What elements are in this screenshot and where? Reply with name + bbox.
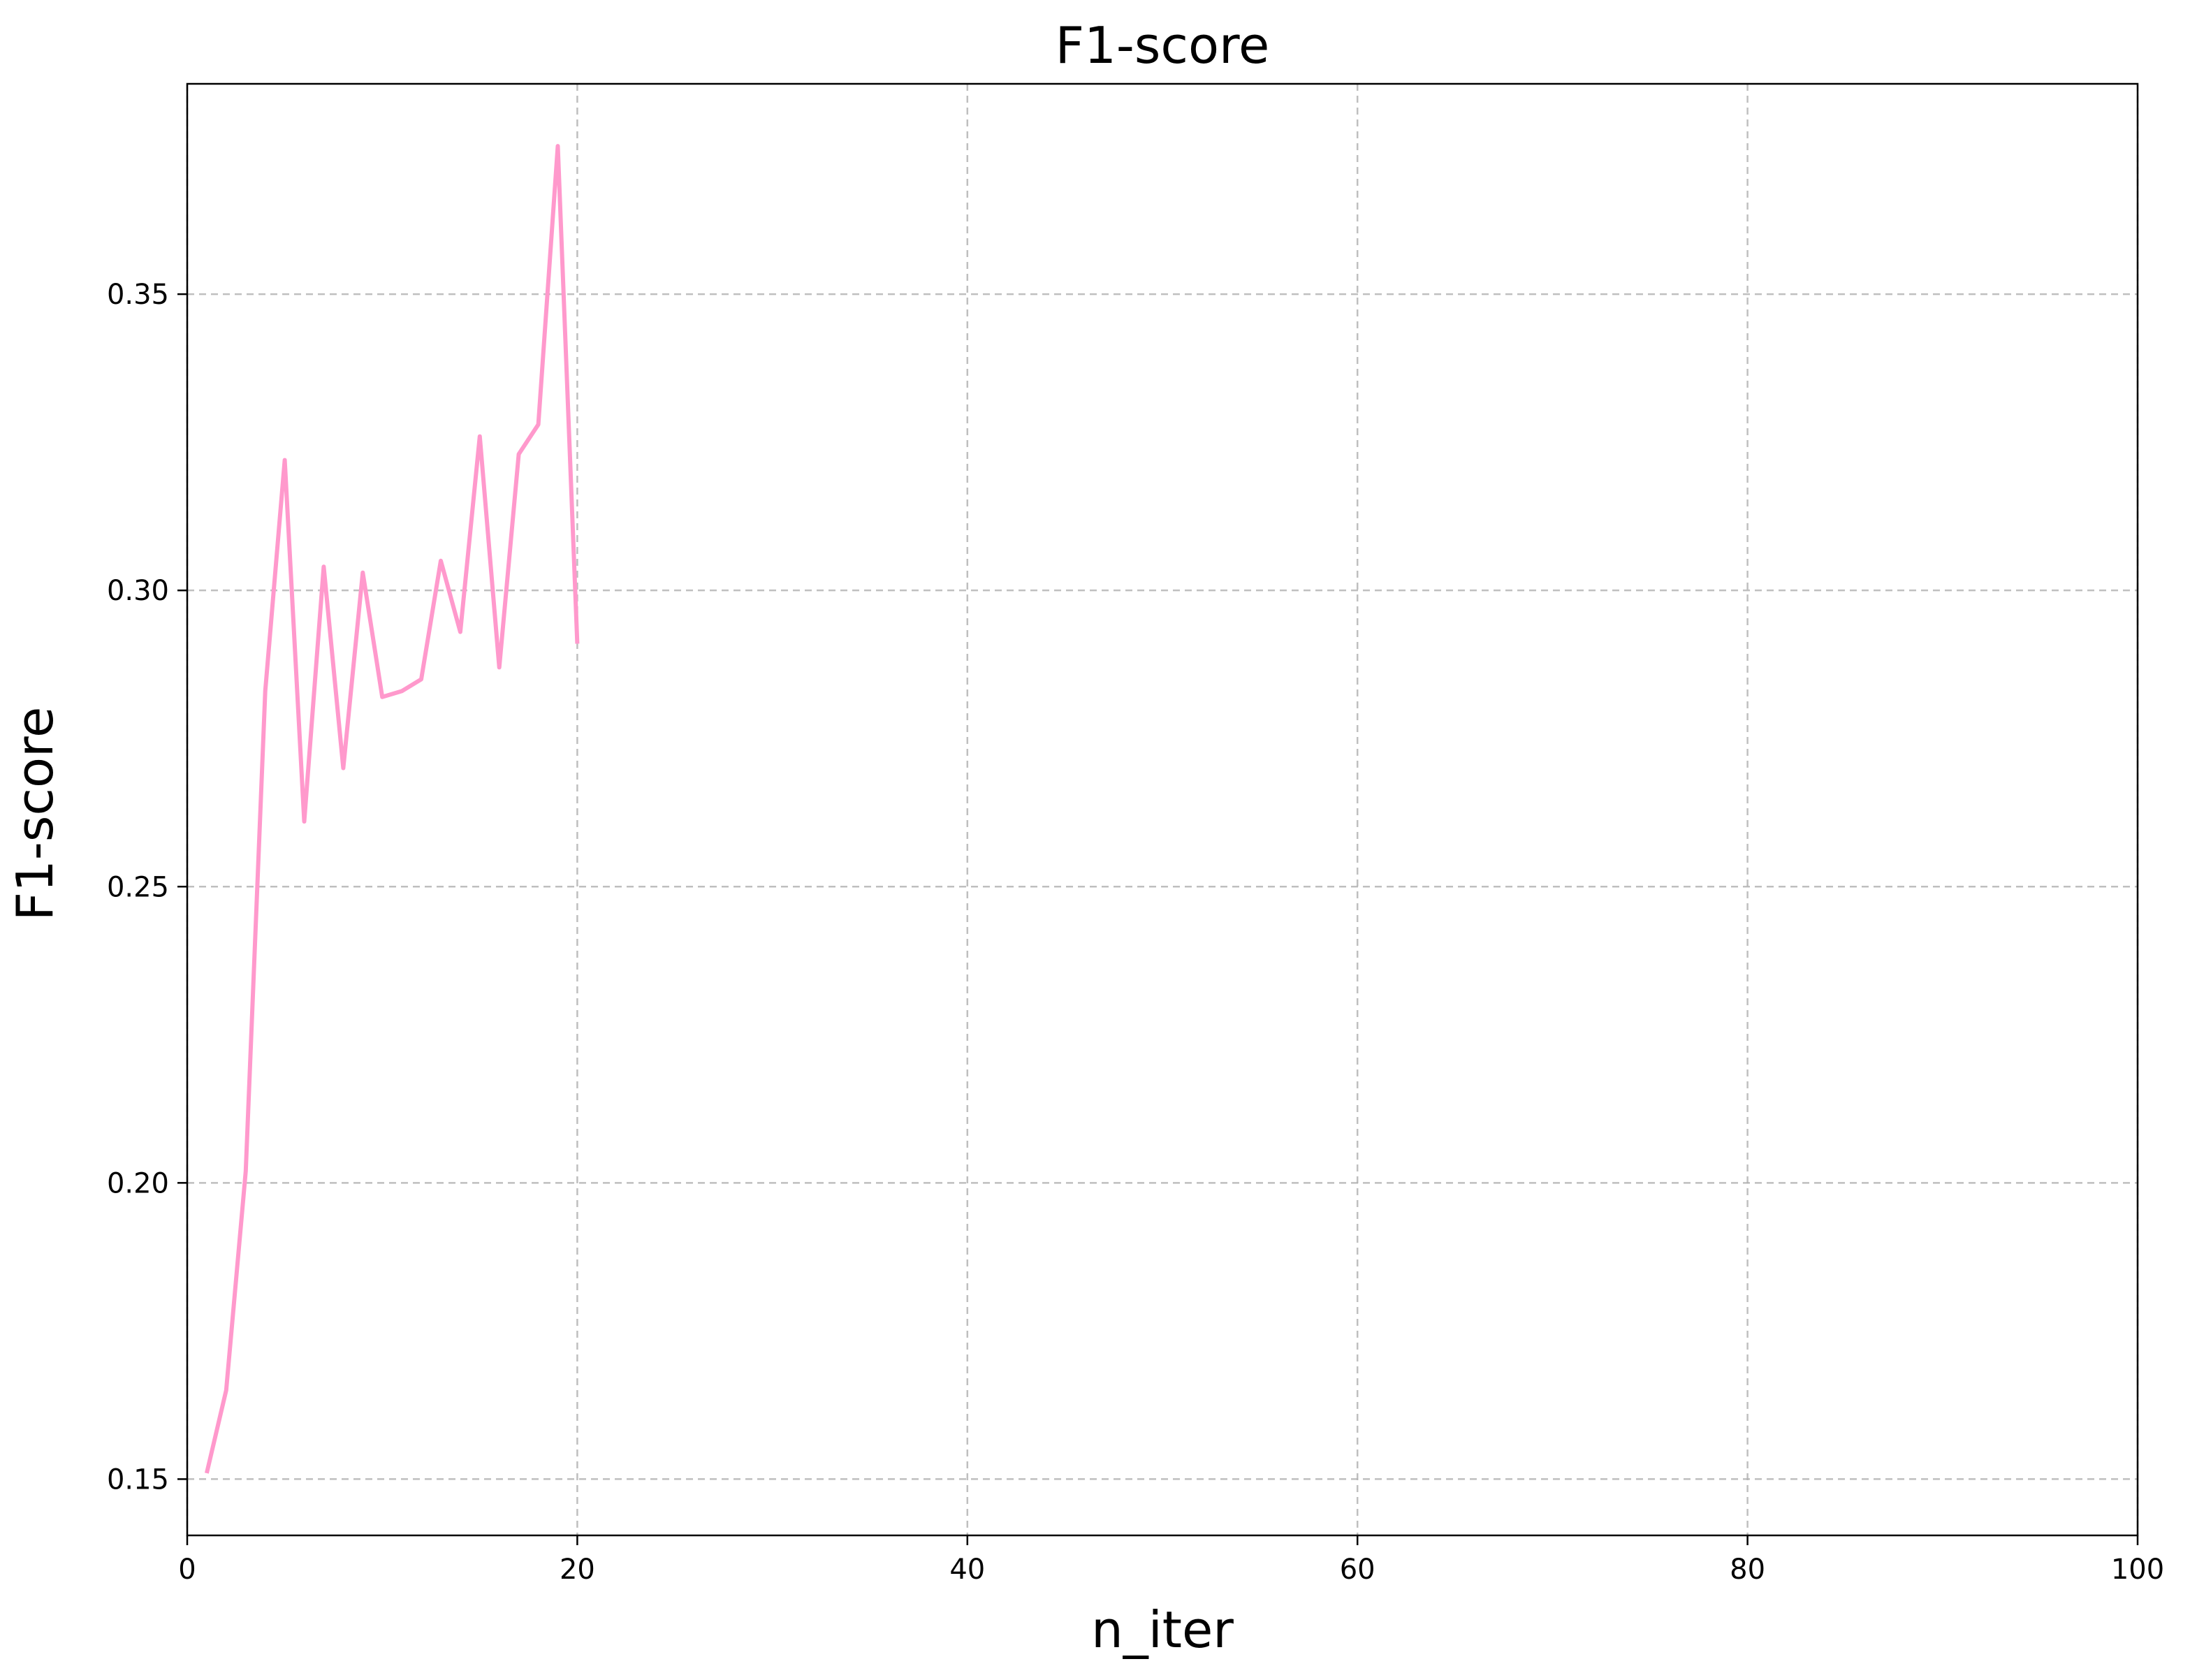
x-axis-label: n_iter: [1091, 1600, 1234, 1659]
x-tick-label: 80: [1730, 1554, 1765, 1586]
y-tick-label: 0.15: [107, 1463, 169, 1496]
y-tick-label: 0.20: [107, 1167, 169, 1199]
y-tick-label: 0.25: [107, 871, 169, 903]
series-line: [204, 144, 580, 1474]
x-tick-label: 100: [2111, 1554, 2164, 1586]
y-tick-label: 0.35: [107, 279, 169, 311]
y-tick-label: 0.30: [107, 575, 169, 607]
plot-frame: [186, 82, 2139, 1537]
series-group: [204, 144, 580, 1474]
x-tick-label: 20: [560, 1554, 595, 1586]
y-axis-ticks: 0.15 0.20 0.25 0.30 0.35: [107, 279, 187, 1496]
x-tick-label: 60: [1340, 1554, 1375, 1586]
grid-lines: [186, 84, 2139, 1535]
chart-title: F1-score: [1056, 16, 1270, 75]
x-axis-ticks: 0 20 40 60 80 100: [178, 1535, 2164, 1586]
x-tick-label: 0: [178, 1554, 196, 1586]
y-axis-label: F1-score: [6, 707, 64, 921]
x-tick-label: 40: [949, 1554, 985, 1586]
